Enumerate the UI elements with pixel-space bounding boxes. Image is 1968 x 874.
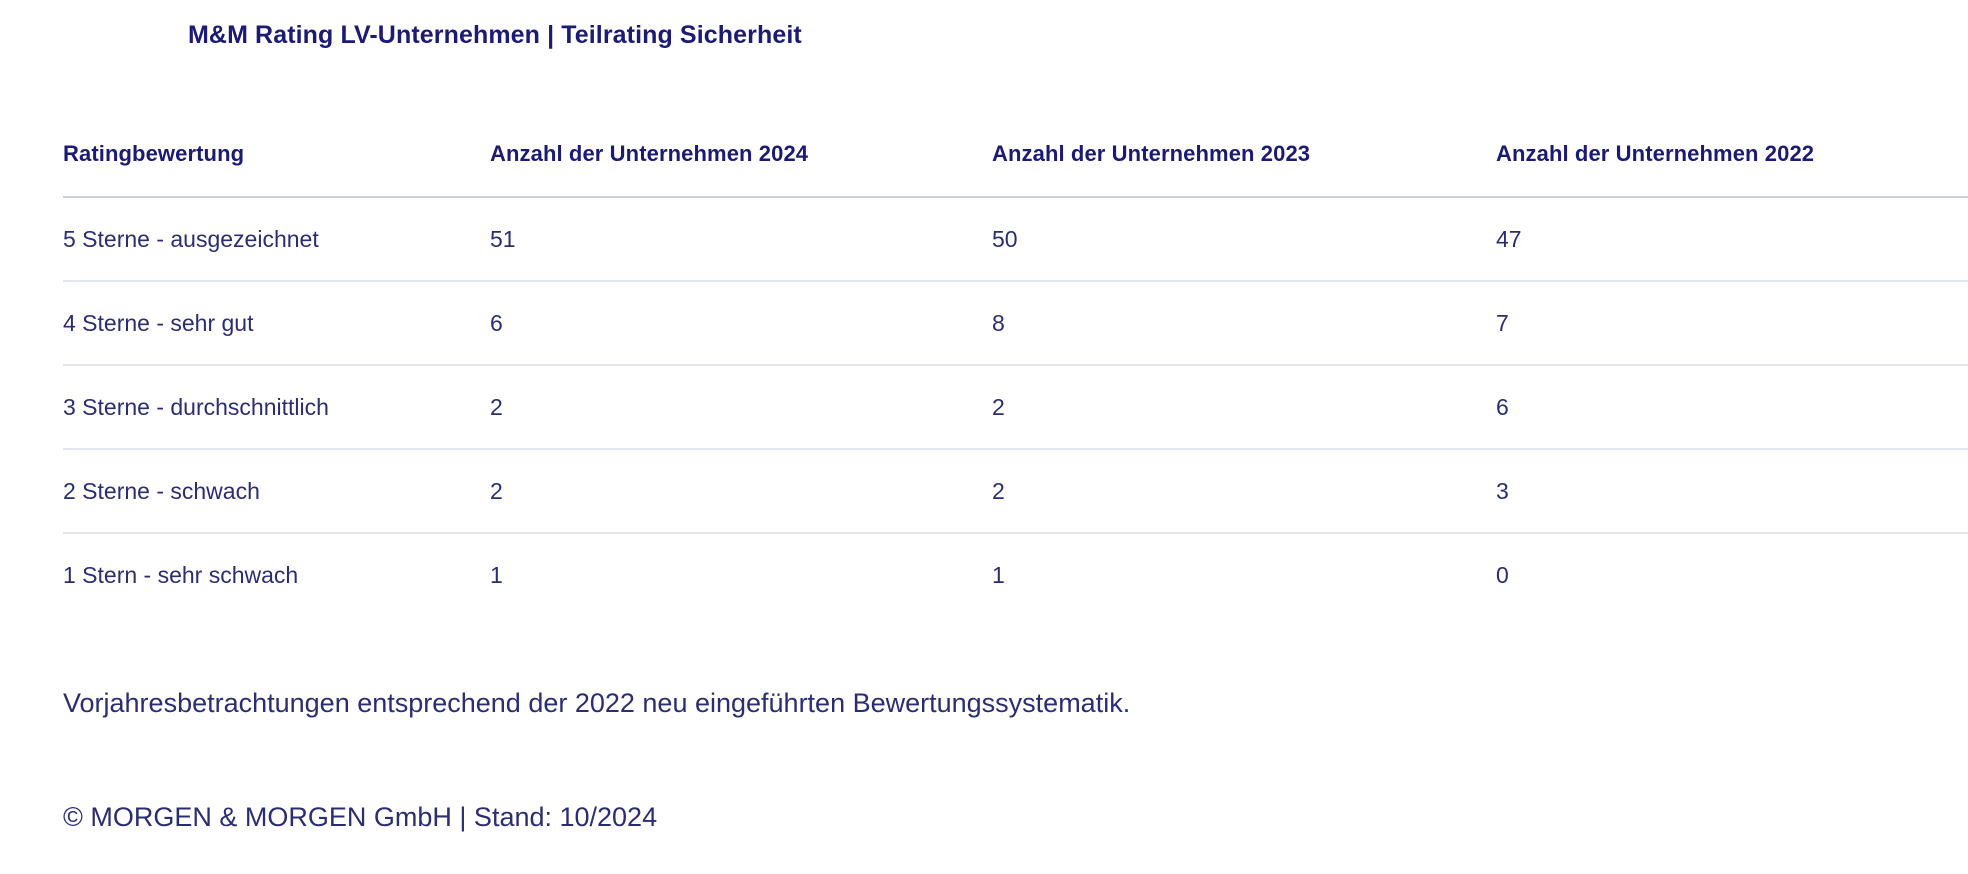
cell-2024: 1 bbox=[490, 561, 503, 588]
column-header-2023: Anzahl der Unternehmen 2023 bbox=[992, 141, 1311, 166]
table-row: 1 Stern - sehr schwach 1 1 0 bbox=[63, 534, 1968, 616]
cell-2022: 0 bbox=[1496, 561, 1509, 588]
table-row: 4 Sterne - sehr gut 6 8 7 bbox=[63, 282, 1968, 366]
cell-2023: 8 bbox=[992, 309, 1005, 336]
cell-2023: 2 bbox=[992, 477, 1005, 504]
cell-2023: 50 bbox=[992, 225, 1018, 252]
row-label: 3 Sterne - durchschnittlich bbox=[63, 393, 329, 420]
row-label: 2 Sterne - schwach bbox=[63, 477, 260, 504]
cell-2022: 47 bbox=[1496, 225, 1522, 252]
cell-2024: 2 bbox=[490, 477, 503, 504]
cell-2023: 2 bbox=[992, 393, 1005, 420]
table-row: 5 Sterne - ausgezeichnet 51 50 47 bbox=[63, 198, 1968, 282]
column-header-2022: Anzahl der Unternehmen 2022 bbox=[1496, 141, 1815, 166]
column-header-2024: Anzahl der Unternehmen 2024 bbox=[490, 141, 809, 166]
row-label: 1 Stern - sehr schwach bbox=[63, 561, 299, 588]
methodology-note: Vorjahresbetrachtungen entsprechend der … bbox=[63, 688, 1131, 718]
page-title: M&M Rating LV-Unternehmen | Teilrating S… bbox=[188, 21, 802, 49]
table-row: 2 Sterne - schwach 2 2 3 bbox=[63, 450, 1968, 534]
table-row: 3 Sterne - durchschnittlich 2 2 6 bbox=[63, 366, 1968, 450]
row-label: 4 Sterne - sehr gut bbox=[63, 309, 254, 336]
row-label: 5 Sterne - ausgezeichnet bbox=[63, 225, 319, 252]
rating-table: Ratingbewertung Anzahl der Unternehmen 2… bbox=[63, 112, 1968, 616]
cell-2024: 2 bbox=[490, 393, 503, 420]
cell-2022: 6 bbox=[1496, 393, 1509, 420]
cell-2022: 7 bbox=[1496, 309, 1509, 336]
cell-2022: 3 bbox=[1496, 477, 1509, 504]
cell-2024: 6 bbox=[490, 309, 503, 336]
cell-2024: 51 bbox=[490, 225, 516, 252]
table-header-row: Ratingbewertung Anzahl der Unternehmen 2… bbox=[63, 112, 1968, 198]
copyright-line: © MORGEN & MORGEN GmbH | Stand: 10/2024 bbox=[63, 802, 658, 832]
cell-2023: 1 bbox=[992, 561, 1005, 588]
column-header-ratingbewertung: Ratingbewertung bbox=[63, 141, 245, 166]
